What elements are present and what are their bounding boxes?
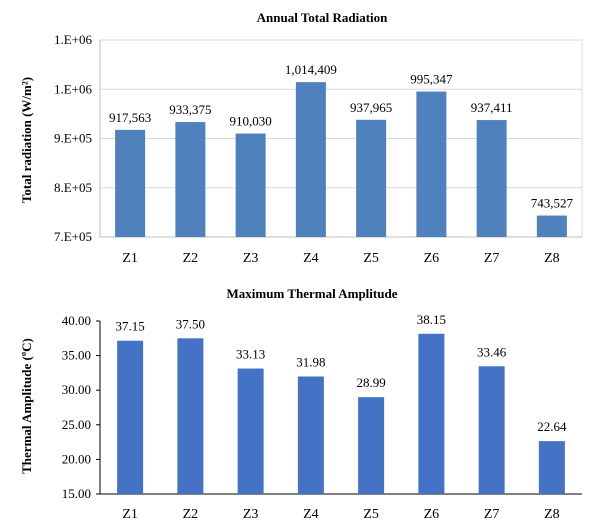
y-tick-labels: 15.00 20.00 25.00 30.00 35.00 40.00: [62, 313, 100, 501]
data-label-z7: 937,411: [471, 100, 513, 115]
y-tick-label: 15.00: [62, 486, 91, 501]
maximum-thermal-amplitude-chart: Maximum Thermal Amplitude Thermal Amplit…: [19, 286, 582, 522]
bar-z6: [416, 91, 447, 238]
data-label-z6: 995,347: [410, 72, 453, 87]
data-label-z4: 1,014,409: [285, 62, 337, 77]
category-label-z5: Z5: [363, 507, 379, 522]
bar-z7: [478, 366, 505, 494]
data-label-z3: 33.13: [236, 347, 265, 362]
data-label-z2: 933,375: [169, 102, 211, 117]
bar-z4: [297, 376, 324, 494]
bar-z1: [117, 340, 144, 494]
bar-z1: [115, 129, 146, 237]
chart-title: Annual Total Radiation: [257, 10, 389, 25]
category-label-z1: Z1: [122, 507, 138, 522]
category-label-z3: Z3: [243, 251, 259, 266]
bar-z8: [538, 441, 565, 494]
data-label-z5: 937,965: [350, 100, 392, 115]
data-label-z1: 917,563: [109, 110, 151, 125]
category-labels: Z1 Z2 Z3 Z4 Z5 Z6 Z7 Z8: [122, 507, 559, 522]
bar-z3: [237, 368, 264, 494]
data-label-z4: 31.98: [296, 354, 325, 369]
bar-z4: [295, 82, 326, 237]
y-tick-label: 30.00: [62, 382, 91, 397]
data-label-z1: 37.15: [116, 319, 145, 334]
category-label-z2: Z2: [183, 251, 199, 266]
data-labels: 917,563 933,375 910,030 1,014,409 937,965 995…: [109, 62, 574, 210]
category-label-z6: Z6: [424, 251, 440, 266]
y-tick-label: 35.00: [62, 348, 91, 363]
y-axis-label: Total radiation (W/m²): [19, 77, 34, 203]
bar-z2: [177, 338, 204, 494]
category-labels: Z1 Z2 Z3 Z4 Z5 Z6 Z7 Z8: [122, 251, 559, 266]
y-tick-label: 25.00: [62, 417, 91, 432]
y-tick-label: 9.E+05: [54, 131, 92, 146]
data-label-z8: 22.64: [537, 419, 567, 434]
bar-z2: [175, 122, 206, 237]
bar-z7: [476, 120, 507, 237]
y-tick-label: 20.00: [62, 451, 91, 466]
category-label-z3: Z3: [243, 507, 259, 522]
category-label-z2: Z2: [183, 507, 199, 522]
bar-z5: [358, 397, 385, 494]
y-tick-label: 1.E+06: [54, 81, 93, 96]
category-label-z4: Z4: [303, 507, 319, 522]
data-label-z8: 743,527: [531, 196, 574, 211]
y-tick-label: 8.E+05: [54, 180, 92, 195]
gridlines: [99, 39, 583, 238]
y-tick-label: 1.E+06: [54, 32, 93, 47]
y-axis-label: Thermal Amplitude (ºC): [19, 338, 34, 474]
chart-title: Maximum Thermal Amplitude: [227, 286, 398, 301]
annual-total-radiation-chart: Annual Total Radiation Total radiation (…: [19, 10, 583, 266]
category-label-z7: Z7: [484, 251, 500, 266]
category-label-z8: Z8: [544, 251, 560, 266]
category-label-z4: Z4: [303, 251, 319, 266]
bar-z8: [536, 215, 567, 237]
bars: [115, 82, 567, 238]
y-tick-labels: 7.E+05 8.E+05 9.E+05 1.E+06 1.E+06: [54, 32, 93, 244]
category-label-z8: Z8: [544, 507, 560, 522]
data-labels: 37.15 37.50 33.13 31.98 28.99 38.15 33.46 22.64: [116, 312, 568, 434]
data-label-z6: 38.15: [417, 312, 446, 327]
data-label-z2: 37.50: [176, 316, 205, 331]
data-label-z3: 910,030: [230, 114, 272, 129]
category-label-z1: Z1: [122, 251, 138, 266]
bar-z5: [356, 119, 387, 237]
category-label-z6: Z6: [424, 507, 440, 522]
bar-z6: [418, 333, 445, 494]
y-tick-label: 7.E+05: [54, 229, 92, 244]
category-label-z5: Z5: [363, 251, 379, 266]
bar-z3: [235, 133, 266, 237]
data-label-z5: 28.99: [357, 375, 386, 390]
data-label-z7: 33.46: [477, 344, 507, 359]
category-label-z7: Z7: [484, 507, 500, 522]
bars: [117, 333, 565, 494]
y-tick-label: 40.00: [62, 313, 91, 328]
